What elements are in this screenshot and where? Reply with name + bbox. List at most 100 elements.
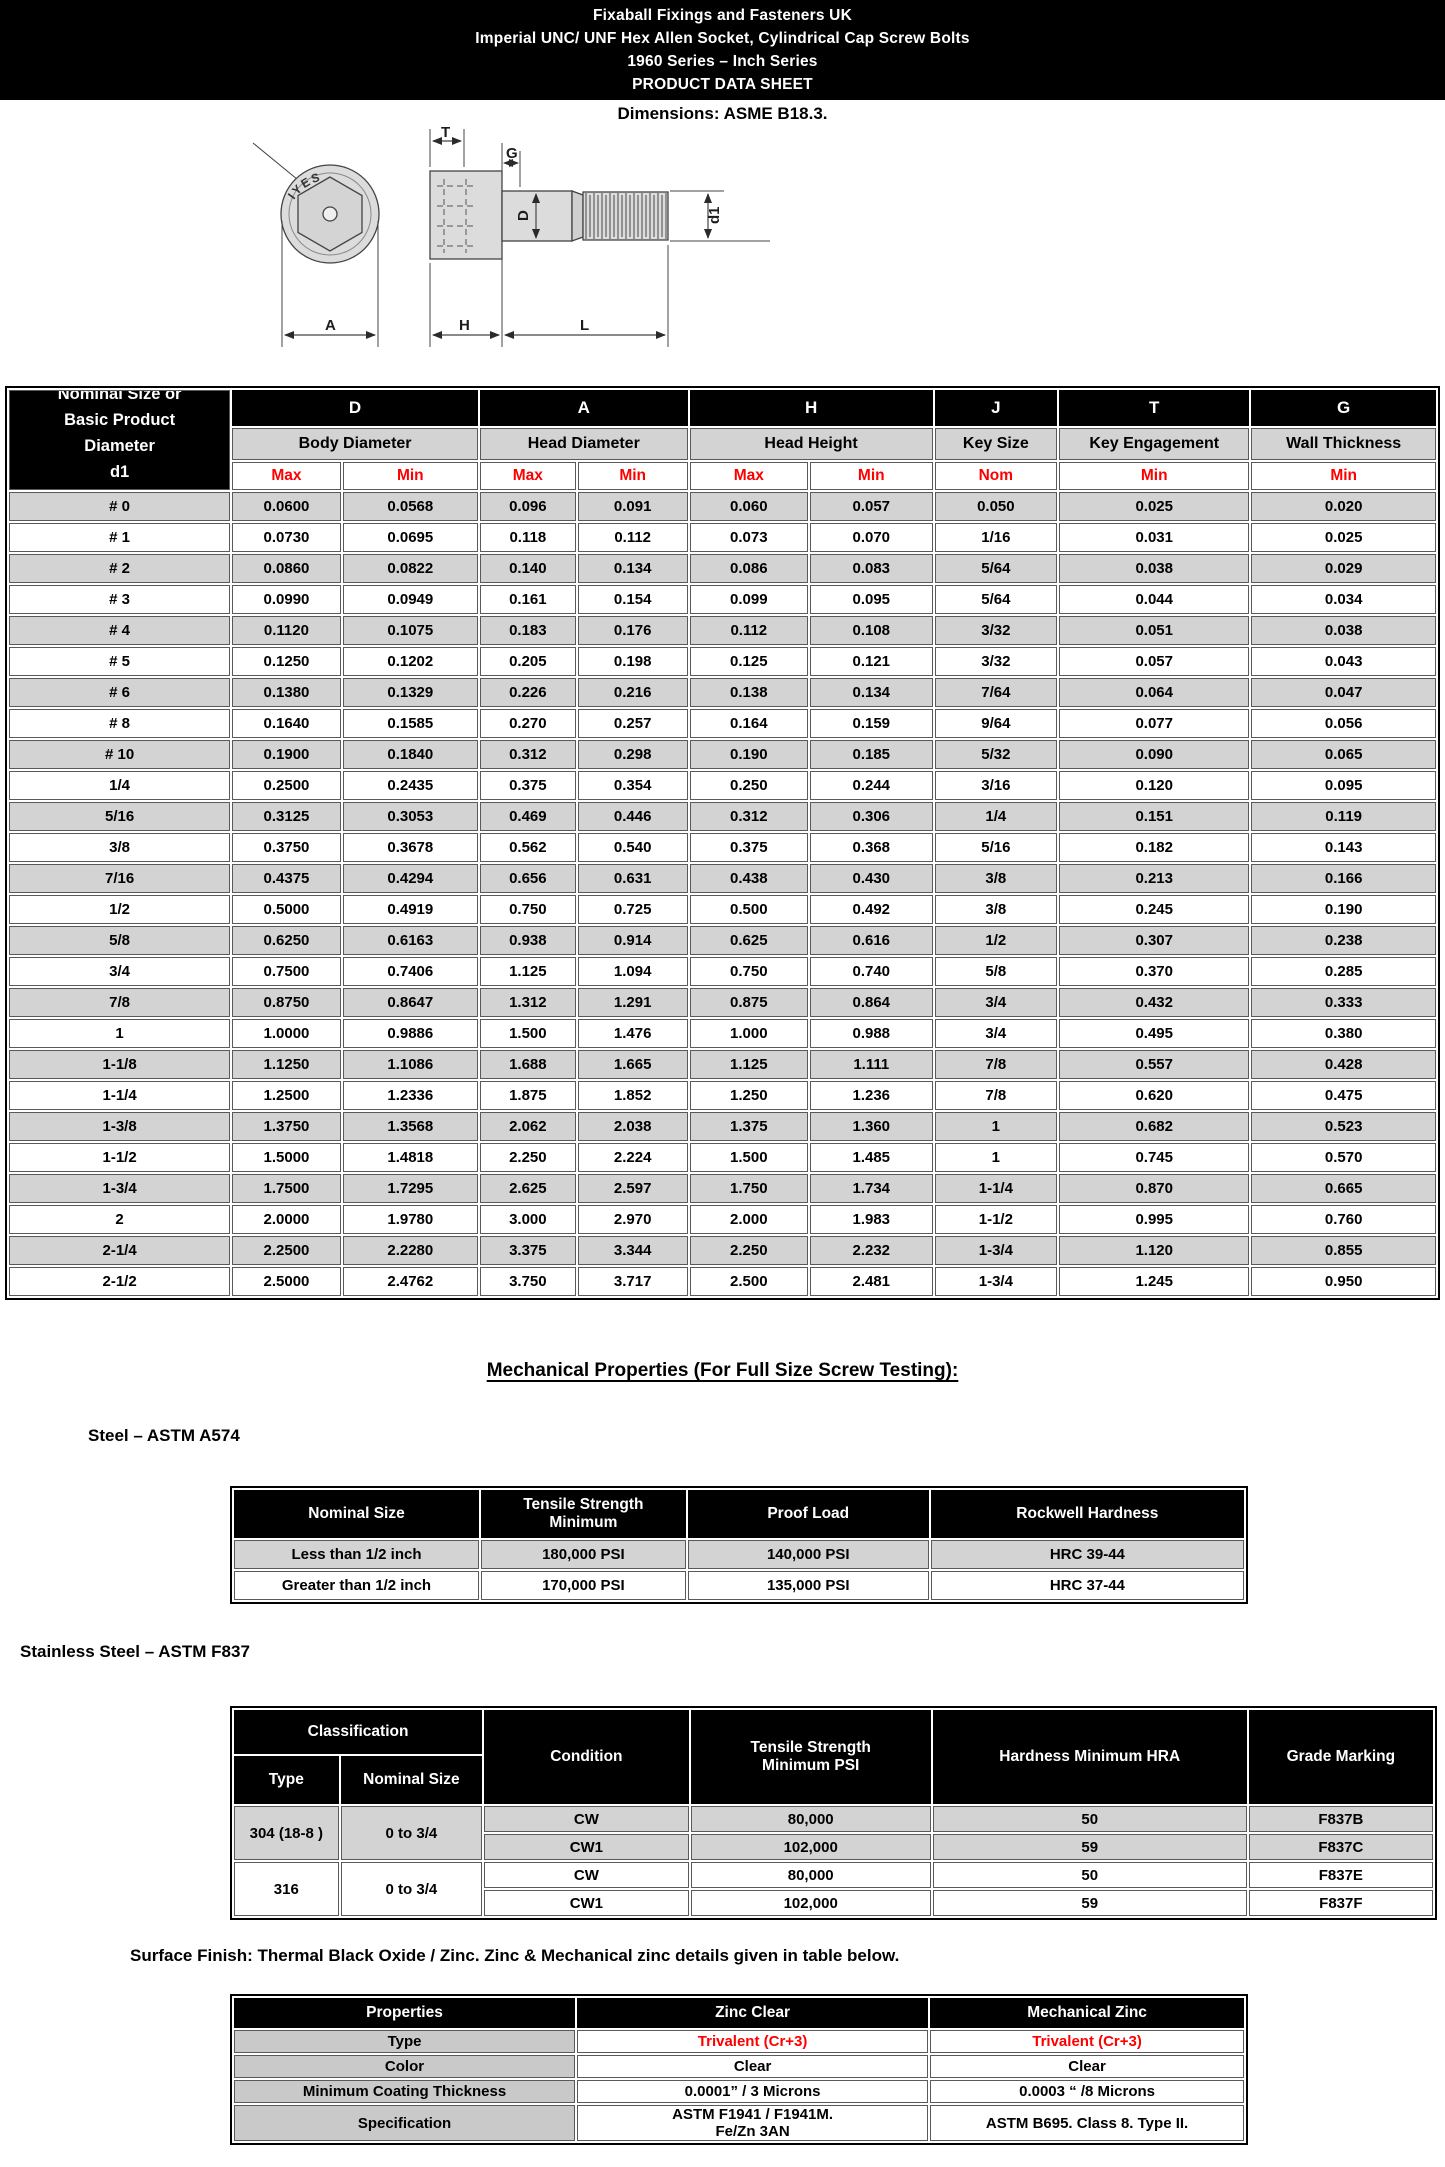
dimension-cell: 0.118 <box>479 523 576 552</box>
dimension-cell: 2.625 <box>479 1174 576 1203</box>
stainless-type-cell: 304 (18-8 ) <box>234 1806 339 1860</box>
dimension-cell: 0.3750 <box>232 833 341 862</box>
dimension-cell: 0.134 <box>809 678 933 707</box>
column-letter: D <box>232 390 478 426</box>
classification-header: Classification <box>234 1710 483 1754</box>
dimension-cell: 3.344 <box>577 1236 688 1265</box>
steel-value-cell: HRC 37-44 <box>930 1571 1244 1600</box>
title-bar: Fixaball Fixings and Fasteners UK Imperi… <box>0 0 1445 100</box>
nominal-size-cell: # 0 <box>9 492 231 521</box>
dimension-cell: 0.029 <box>1251 554 1436 583</box>
nominal-size-cell: 1 <box>9 1019 231 1048</box>
dimension-cell: 0.938 <box>479 926 576 955</box>
stainless-section-label: Stainless Steel – ASTM F837 <box>20 1642 250 1661</box>
thread-hatching <box>585 193 667 239</box>
dimension-cell: 1.4818 <box>342 1143 478 1172</box>
column-name: Head Diameter <box>479 428 688 460</box>
column-limit: Min <box>809 462 933 490</box>
dimension-cell: 1 <box>934 1112 1058 1141</box>
dimension-cell: 0.051 <box>1059 616 1250 645</box>
dimension-cell: 0.1250 <box>232 647 341 676</box>
dimension-cell: 1.3568 <box>342 1112 478 1141</box>
dimension-cell: 1.2336 <box>342 1081 478 1110</box>
dimension-cell: 0.870 <box>1059 1174 1250 1203</box>
dimension-cell: 1-3/4 <box>934 1267 1058 1296</box>
nominal-size-cell: # 5 <box>9 647 231 676</box>
dimension-row: # 4 0.1120 0.1075 0.183 0.176 0.112 0.108 3/32 0… <box>9 616 1436 645</box>
dimension-cell: 0.182 <box>1059 833 1250 862</box>
mechanical-zinc-value: ASTM B695. Class 8. Type II. <box>930 2105 1244 2141</box>
dimension-cell: 0.151 <box>1059 802 1250 831</box>
dimension-cell: 0.154 <box>577 585 688 614</box>
dimension-cell: 0.3678 <box>342 833 478 862</box>
column-limit: Min <box>577 462 688 490</box>
dimension-cell: 0.044 <box>1059 585 1250 614</box>
dimension-row: 7/8 0.8750 0.8647 1.312 1.291 0.875 0.864 3/4 0.… <box>9 988 1436 1017</box>
dimension-cell: 1.1250 <box>232 1050 341 1079</box>
dimension-cell: 0.0822 <box>342 554 478 583</box>
zinc-header: Mechanical Zinc <box>930 1998 1244 2028</box>
stainless-header: Condition <box>484 1710 689 1804</box>
dimension-cell: 0.1329 <box>342 678 478 707</box>
dimension-row: # 8 0.1640 0.1585 0.270 0.257 0.164 0.159 9/64 0… <box>9 709 1436 738</box>
dimension-cell: 0.119 <box>1251 802 1436 831</box>
dimension-cell: 0.4294 <box>342 864 478 893</box>
dimension-cell: 0.495 <box>1059 1019 1250 1048</box>
dimension-cell: 1.734 <box>809 1174 933 1203</box>
dimension-cell: 2.062 <box>479 1112 576 1141</box>
zinc-finish-table: Properties Zinc Clear Mechanical Zinc Type T… <box>230 1994 1248 2145</box>
nominal-size-cell: 7/16 <box>9 864 231 893</box>
column-limit: Max <box>479 462 576 490</box>
dimension-cell: 0.950 <box>1251 1267 1436 1296</box>
dimension-cell: 0.047 <box>1251 678 1436 707</box>
dimension-cell: 0.064 <box>1059 678 1250 707</box>
dimension-cell: 1.245 <box>1059 1267 1250 1296</box>
dimension-cell: 1.476 <box>577 1019 688 1048</box>
column-letter: H <box>689 390 933 426</box>
steel-value-cell: 140,000 PSI <box>687 1540 929 1569</box>
dimension-cell: 7/64 <box>934 678 1058 707</box>
dim-header-names: Body Diameter Head Diameter Head Height Key… <box>9 428 1436 460</box>
zinc-property-label: Type <box>234 2030 576 2053</box>
stainless-row: 316 0 to 3/4 CW 80,000 50 F837E <box>234 1862 1433 1916</box>
column-letter: T <box>1059 390 1250 426</box>
dimension-row: 2-1/4 2.2500 2.2280 3.375 3.344 2.250 2.232 1-3… <box>9 1236 1436 1265</box>
dimension-cell: 1.120 <box>1059 1236 1250 1265</box>
dimension-cell: 3.375 <box>479 1236 576 1265</box>
stainless-row: CW1 102,000 59 F837C <box>234 1834 1433 1860</box>
nominal-size-cell: 1-1/4 <box>9 1081 231 1110</box>
dimension-cell: 0.298 <box>577 740 688 769</box>
stainless-nominal-cell: 0 to 3/4 <box>340 1862 483 1916</box>
dimension-cell: 1.983 <box>809 1205 933 1234</box>
row-header-cell: Nominal Size or Basic Product Diameter d… <box>9 390 231 490</box>
dimension-cell: 0.166 <box>1251 864 1436 893</box>
nominal-size-cell: # 8 <box>9 709 231 738</box>
dimension-cell: 0.096 <box>479 492 576 521</box>
technical-drawing: IYES A <box>0 126 1445 386</box>
dimension-cell: 0.257 <box>577 709 688 738</box>
dimension-row: 1/2 0.5000 0.4919 0.750 0.725 0.500 0.492 3/8 0.… <box>9 895 1436 924</box>
zinc-property-label: Color <box>234 2055 576 2078</box>
dimension-cell: 1/2 <box>934 926 1058 955</box>
dimension-cell: 0.682 <box>1059 1112 1250 1141</box>
steel-header: Tensile Strength Minimum <box>480 1490 686 1538</box>
steel-value-cell: HRC 39-44 <box>930 1540 1244 1569</box>
dimensions-standard-note: Dimensions: ASME B18.3. <box>617 104 828 123</box>
dimension-cell: 2.481 <box>809 1267 933 1296</box>
dimension-cell: 1/4 <box>934 802 1058 831</box>
dimension-cell: 0.183 <box>479 616 576 645</box>
dimension-cell: 3/4 <box>934 1019 1058 1048</box>
column-name: Key Engagement <box>1059 428 1250 460</box>
dimension-cell: 0.020 <box>1251 492 1436 521</box>
dimension-cell: 5/16 <box>934 833 1058 862</box>
stainless-value-cell: CW <box>484 1862 689 1888</box>
dimension-cell: 0.370 <box>1059 957 1250 986</box>
nominal-size-cell: 1/4 <box>9 771 231 800</box>
nominal-size-cell: 3/8 <box>9 833 231 862</box>
dimension-cell: 3.750 <box>479 1267 576 1296</box>
dim-label-G: G <box>506 145 518 162</box>
dimension-cell: 0.285 <box>1251 957 1436 986</box>
dimension-cell: 5/32 <box>934 740 1058 769</box>
dimension-cell: 0.9886 <box>342 1019 478 1048</box>
zinc-clear-value: Trivalent (Cr+3) <box>577 2030 929 2053</box>
